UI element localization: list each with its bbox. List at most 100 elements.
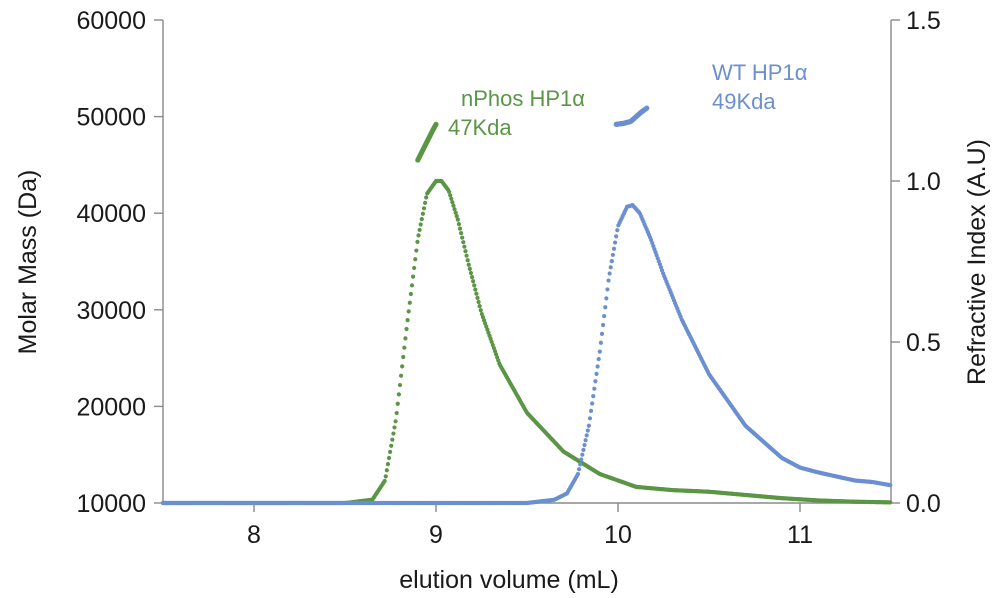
right-y-tick-label: 1.5 xyxy=(906,7,941,35)
data-point xyxy=(454,214,459,219)
data-point xyxy=(612,240,618,245)
data-point xyxy=(468,270,474,276)
data-point xyxy=(398,373,404,378)
data-point xyxy=(578,462,583,467)
right-y-axis-ticks: 0.0 0.5 1.0 1.5 xyxy=(891,7,941,518)
data-point xyxy=(474,291,479,296)
left-y-tick-label: 10000 xyxy=(76,490,146,518)
data-point xyxy=(604,296,609,301)
data-point xyxy=(609,259,614,264)
x-tick-label: 10 xyxy=(604,521,632,549)
data-point xyxy=(417,227,422,233)
data-point xyxy=(464,253,469,258)
data-point xyxy=(418,222,423,227)
data-point xyxy=(888,483,893,488)
left-y-axis-ticks: 10000 20000 30000 40000 50000 60000 xyxy=(76,7,163,518)
data-point xyxy=(402,345,407,350)
data-point xyxy=(457,226,463,231)
data-point xyxy=(405,318,410,323)
x-tick-label: 11 xyxy=(787,521,813,549)
data-point xyxy=(453,210,458,215)
left-y-axis-title: Molar Mass (Da) xyxy=(14,170,42,355)
data-point xyxy=(452,207,457,212)
data-point xyxy=(590,401,595,406)
left-y-tick-label: 50000 xyxy=(76,104,146,132)
data-point xyxy=(606,278,611,283)
x-axis-title: elution volume (mL) xyxy=(399,566,619,594)
data-point xyxy=(592,386,597,391)
data-point xyxy=(409,283,415,288)
data-point xyxy=(385,462,391,467)
x-axis-ticks: 8 9 10 11 xyxy=(247,503,813,549)
data-point xyxy=(412,265,417,271)
data-point xyxy=(407,300,412,305)
data-point xyxy=(410,274,416,279)
data-point xyxy=(424,195,429,200)
data-point xyxy=(419,217,424,222)
data-point xyxy=(389,443,394,448)
data-point xyxy=(401,354,406,360)
data-point xyxy=(580,452,585,457)
data-point xyxy=(393,419,398,424)
data-point xyxy=(583,438,588,443)
data-point xyxy=(447,189,452,194)
data-point xyxy=(608,265,613,270)
data-point xyxy=(472,283,477,288)
data-point xyxy=(433,121,439,127)
data-point xyxy=(450,200,455,205)
data-point xyxy=(384,468,389,473)
data-point xyxy=(466,262,471,267)
series-2 xyxy=(415,121,439,163)
data-point xyxy=(471,279,476,284)
data-point xyxy=(451,203,456,208)
data-point xyxy=(408,291,413,297)
data-point xyxy=(461,240,466,245)
data-point xyxy=(605,287,610,292)
data-point xyxy=(594,371,599,376)
data-point xyxy=(473,287,478,292)
series-layer xyxy=(160,105,893,506)
data-point xyxy=(602,314,607,319)
x-tick-label: 9 xyxy=(429,521,443,549)
data-point xyxy=(478,308,483,313)
data-point xyxy=(383,474,388,479)
right-y-tick-label: 0.5 xyxy=(906,329,941,357)
data-point xyxy=(585,428,590,433)
data-point xyxy=(463,249,468,254)
data-point xyxy=(449,196,454,201)
data-point xyxy=(394,410,399,416)
wt-mass-label: 49Kda xyxy=(712,89,776,114)
data-point xyxy=(415,239,420,244)
data-point xyxy=(462,244,467,249)
data-point xyxy=(597,349,602,354)
data-point xyxy=(467,266,472,271)
nphos-name-label: nPhos HP1α xyxy=(461,86,585,111)
data-point xyxy=(610,252,616,258)
data-point xyxy=(400,364,405,369)
data-point xyxy=(459,231,464,236)
data-point xyxy=(413,257,418,262)
data-point xyxy=(403,336,408,341)
data-point xyxy=(598,340,603,345)
data-point xyxy=(476,299,481,305)
data-point xyxy=(469,275,475,280)
data-point xyxy=(390,437,395,442)
data-point xyxy=(475,295,480,300)
data-point xyxy=(392,425,397,430)
data-point xyxy=(395,401,400,406)
data-point xyxy=(422,200,428,205)
right-y-tick-label: 1.0 xyxy=(906,168,941,196)
data-point xyxy=(391,431,396,436)
data-point xyxy=(615,228,620,233)
data-point xyxy=(576,467,582,472)
data-point xyxy=(614,234,619,239)
data-point xyxy=(386,455,392,461)
data-point xyxy=(406,309,411,314)
data-point xyxy=(588,408,594,414)
data-point xyxy=(599,331,605,336)
series-1 xyxy=(160,203,893,506)
data-point xyxy=(460,235,465,240)
x-tick-label: 8 xyxy=(247,521,261,549)
nphos-mass-label: 47Kda xyxy=(448,115,512,140)
series-3 xyxy=(613,105,650,127)
